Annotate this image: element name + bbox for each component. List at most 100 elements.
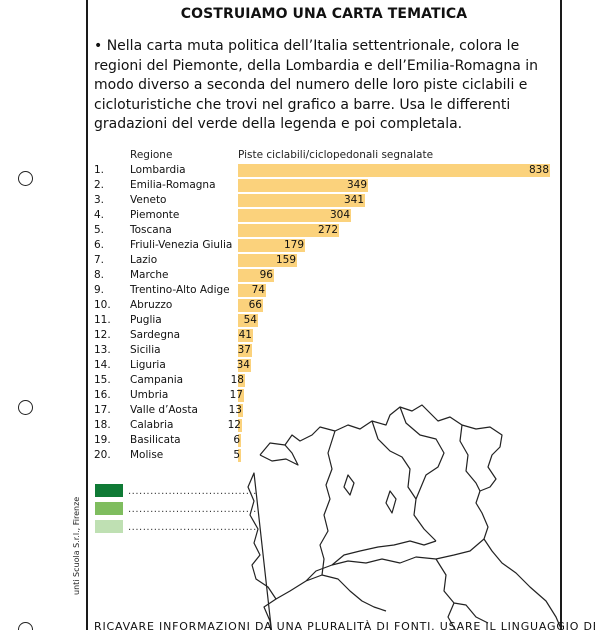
bar-value-label: 13 bbox=[228, 404, 242, 416]
table-row: 5. Toscana 272 bbox=[0, 223, 595, 238]
bar bbox=[238, 179, 368, 192]
legend-blank-line: ................................... bbox=[128, 522, 257, 533]
lake-shape bbox=[343, 474, 355, 496]
bar-value-label: 5 bbox=[233, 449, 240, 461]
binder-hole bbox=[18, 622, 33, 630]
region-label: Trentino-Alto Adige bbox=[130, 284, 230, 296]
region-label: Sardegna bbox=[130, 329, 181, 341]
rank-label: 17. bbox=[94, 404, 111, 416]
region-label: Toscana bbox=[130, 224, 172, 236]
rank-label: 16. bbox=[94, 389, 111, 401]
bar bbox=[238, 359, 251, 372]
bar bbox=[238, 434, 241, 447]
map-border bbox=[447, 602, 457, 630]
region-label: Friuli-Venezia Giulia bbox=[130, 239, 233, 251]
bar-value-label: 304 bbox=[329, 209, 350, 221]
region-label: Veneto bbox=[130, 194, 167, 206]
region-label: Lazio bbox=[130, 254, 158, 266]
region-label: Basilicata bbox=[130, 434, 181, 446]
region-label: Umbria bbox=[130, 389, 169, 401]
bar bbox=[238, 344, 252, 357]
table-row: 6. Friuli-Venezia Giulia 179 bbox=[0, 238, 595, 253]
bar bbox=[238, 404, 243, 417]
table-row: 2. Emilia-Romagna 349 bbox=[0, 178, 595, 193]
bar-value-label: 159 bbox=[275, 254, 296, 266]
map-border bbox=[275, 538, 485, 612]
rank-label: 1. bbox=[94, 164, 105, 176]
rank-label: 3. bbox=[94, 194, 105, 206]
bar bbox=[238, 164, 550, 177]
rank-label: 12. bbox=[94, 329, 111, 341]
map-border bbox=[399, 406, 445, 500]
bar bbox=[238, 299, 263, 312]
table-row: 14. Liguria 34 bbox=[0, 358, 595, 373]
bar-value-label: 37 bbox=[237, 344, 251, 356]
bar-value-label: 74 bbox=[251, 284, 265, 296]
rank-label: 13. bbox=[94, 344, 111, 356]
map-outline bbox=[247, 404, 562, 630]
region-label: Marche bbox=[130, 269, 169, 281]
bar-value-label: 179 bbox=[283, 239, 304, 251]
footer-text: RICAVARE INFORMAZIONI DA UNA PLURALITÀ D… bbox=[94, 620, 595, 630]
page-title: COSTRUIAMO UNA CARTA TEMATICA bbox=[180, 6, 468, 22]
bar bbox=[238, 209, 351, 222]
region-label: Campania bbox=[130, 374, 184, 386]
rank-label: 5. bbox=[94, 224, 105, 236]
bar-value-label: 66 bbox=[248, 299, 262, 311]
bar-value-label: 838 bbox=[528, 164, 549, 176]
bar-value-label: 96 bbox=[259, 269, 273, 281]
map-border bbox=[459, 424, 481, 492]
bar bbox=[238, 329, 253, 342]
table-row: 7. Lazio 159 bbox=[0, 253, 595, 268]
table-row: 13. Sicilia 37 bbox=[0, 343, 595, 358]
bar-value-label: 17 bbox=[229, 389, 243, 401]
rank-label: 11. bbox=[94, 314, 111, 326]
bar bbox=[238, 239, 305, 252]
table-row: 12. Sardegna 41 bbox=[0, 328, 595, 343]
bar-value-label: 54 bbox=[243, 314, 257, 326]
bar-value-label: 341 bbox=[343, 194, 364, 206]
table-row: 10. Abruzzo 66 bbox=[0, 298, 595, 313]
instruction-text: • Nella carta muta politica dell’Italia … bbox=[94, 38, 539, 132]
table-row: 3. Veneto 341 bbox=[0, 193, 595, 208]
bar bbox=[238, 314, 258, 327]
bar bbox=[238, 224, 339, 237]
binder-hole bbox=[18, 400, 33, 415]
map-border bbox=[331, 540, 437, 566]
map-border bbox=[319, 430, 336, 576]
bar-value-label: 6 bbox=[233, 434, 240, 446]
bar-value-label: 349 bbox=[346, 179, 367, 191]
bar bbox=[238, 284, 266, 297]
bar-value-label: 34 bbox=[236, 359, 250, 371]
bar bbox=[238, 419, 242, 432]
region-label: Lombardia bbox=[130, 164, 186, 176]
bar bbox=[238, 449, 241, 462]
map-border bbox=[259, 444, 299, 466]
table-row: 15. Campania 18 bbox=[0, 373, 595, 388]
bar-value-label: 18 bbox=[230, 374, 244, 386]
column-header-region: Regione bbox=[130, 149, 173, 161]
bar-value-label: 41 bbox=[238, 329, 252, 341]
table-row: 9. Trentino-Alto Adige 74 bbox=[0, 283, 595, 298]
table-row: 1. Lombardia 838 bbox=[0, 163, 595, 178]
bar bbox=[238, 269, 274, 282]
rank-label: 8. bbox=[94, 269, 105, 281]
bar-value-label: 12 bbox=[227, 419, 241, 431]
column-header-value: Piste ciclabili/ciclopedonali segnalate bbox=[238, 149, 434, 161]
rank-label: 9. bbox=[94, 284, 105, 296]
rank-label: 18. bbox=[94, 419, 111, 431]
region-label: Valle d’Aosta bbox=[130, 404, 198, 416]
region-label: Emilia-Romagna bbox=[130, 179, 216, 191]
rank-label: 20. bbox=[94, 449, 111, 461]
table-row: 16. Umbria 17 bbox=[0, 388, 595, 403]
bar bbox=[238, 194, 365, 207]
rank-label: 10. bbox=[94, 299, 111, 311]
legend-swatch-medium-green bbox=[95, 502, 123, 515]
table-row: 18. Calabria 12 bbox=[0, 418, 595, 433]
bar bbox=[238, 254, 297, 267]
map-border bbox=[371, 420, 437, 542]
region-label: Piemonte bbox=[130, 209, 180, 221]
worksheet-frame bbox=[86, 0, 562, 630]
rank-label: 4. bbox=[94, 209, 105, 221]
region-label: Sicilia bbox=[130, 344, 161, 356]
